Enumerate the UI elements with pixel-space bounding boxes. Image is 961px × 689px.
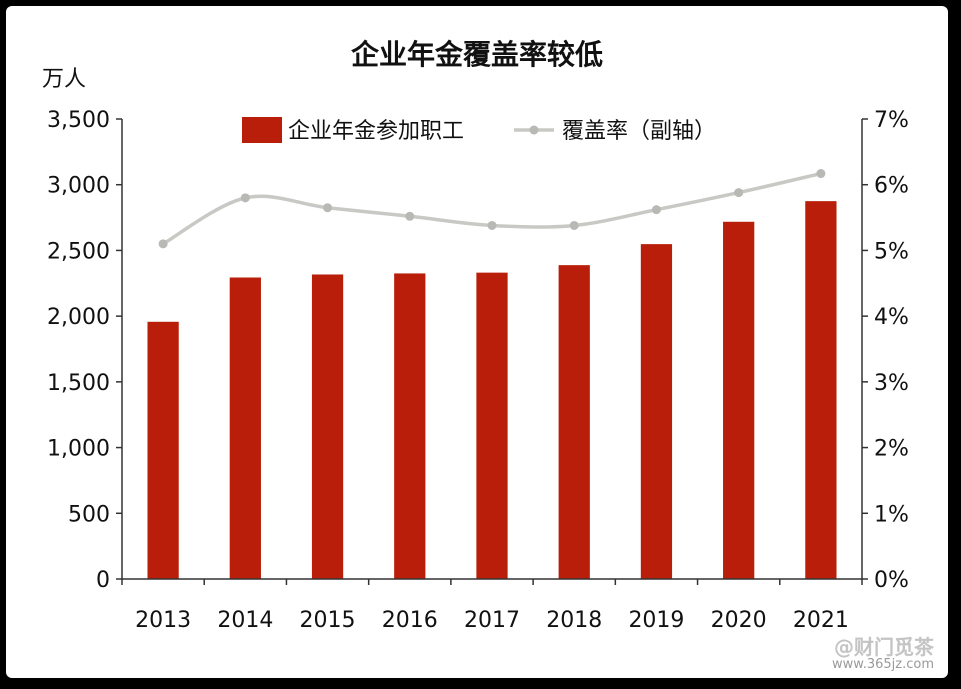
bar-2021 <box>805 201 837 579</box>
x-tick-label-2015: 2015 <box>300 608 356 633</box>
right-tick-label: 7% <box>874 108 909 133</box>
x-tick-label-2013: 2013 <box>135 608 191 633</box>
bar-2013 <box>147 321 179 579</box>
right-tick-label: 1% <box>874 502 909 527</box>
left-tick-label: 1,500 <box>47 371 110 396</box>
bar-series <box>147 201 837 579</box>
coverage-point-2017 <box>487 220 497 230</box>
x-tick-label-2014: 2014 <box>217 608 273 633</box>
right-tick-label: 5% <box>874 239 909 264</box>
coverage-point-2020 <box>734 188 744 198</box>
coverage-point-2015 <box>323 203 333 213</box>
left-tick-label: 0 <box>96 568 110 593</box>
right-tick-label: 2% <box>874 437 909 462</box>
x-tick-label-2019: 2019 <box>628 608 684 633</box>
left-tick-label: 3,500 <box>47 108 110 133</box>
legend: 企业年金参加职工 覆盖率（副轴） <box>242 117 716 144</box>
legend-line-label: 覆盖率（副轴） <box>562 119 716 144</box>
chart-title: 企业年金覆盖率较低 <box>351 38 603 71</box>
bar-2017 <box>476 272 508 579</box>
right-tick-label: 0% <box>874 568 909 593</box>
bar-2014 <box>229 277 261 579</box>
bar-2019 <box>640 244 673 579</box>
coverage-point-2013 <box>158 239 168 249</box>
x-tick-label-2021: 2021 <box>793 608 849 633</box>
coverage-point-2014 <box>240 193 250 203</box>
left-tick-label: 2,500 <box>47 239 110 264</box>
legend-bar-swatch <box>242 117 282 143</box>
legend-line-marker <box>529 125 539 135</box>
left-tick-label: 500 <box>68 502 110 527</box>
coverage-point-2018 <box>569 220 579 230</box>
chart-frame: 企业年金覆盖率较低 万人 企业年金参加职工 覆盖率（副轴） 0 500 1,000 1,… <box>6 6 948 678</box>
legend-bar-label: 企业年金参加职工 <box>288 119 464 144</box>
bar-2015 <box>311 274 344 579</box>
coverage-point-2019 <box>651 205 661 215</box>
combo-chart: 企业年金覆盖率较低 万人 企业年金参加职工 覆盖率（副轴） 0 500 1,000 1,… <box>42 38 909 633</box>
right-tick-label: 6% <box>874 174 909 199</box>
watermark: @财门觅茶 www.365jz.com <box>832 635 934 674</box>
y-axis-unit-label: 万人 <box>42 67 86 92</box>
x-tick-label-2018: 2018 <box>546 608 602 633</box>
bar-2020 <box>723 221 755 579</box>
coverage-point-2016 <box>405 211 415 221</box>
x-tick-label-2016: 2016 <box>382 608 438 633</box>
line-series <box>158 169 826 249</box>
right-tick-label: 4% <box>874 305 909 330</box>
bar-2018 <box>558 265 590 579</box>
watermark-url: www.365jz.com <box>832 657 934 672</box>
coverage-line <box>162 171 822 246</box>
left-tick-label: 3,000 <box>47 174 110 199</box>
coverage-point-2021 <box>816 169 826 179</box>
x-tick-label-2020: 2020 <box>711 608 767 633</box>
x-tick-label-2017: 2017 <box>464 608 520 633</box>
axes: 0 500 1,000 1,500 2,000 2,500 3,000 3,500 0% 1% 2%… <box>47 108 909 633</box>
bar-2016 <box>394 273 426 579</box>
watermark-brand: @财门觅茶 <box>834 635 934 659</box>
left-tick-label: 1,000 <box>47 437 110 462</box>
right-tick-label: 3% <box>874 371 909 396</box>
left-tick-label: 2,000 <box>47 305 110 330</box>
